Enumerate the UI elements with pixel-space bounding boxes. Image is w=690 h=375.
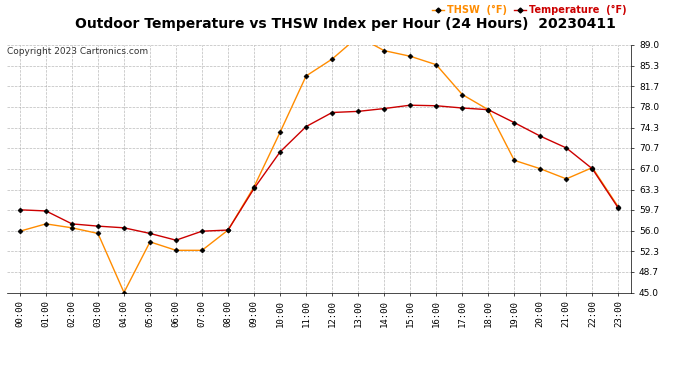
Temperature  (°F) (328, 110, 336, 115)
Temperature  (°F) (42, 209, 50, 213)
Temperature  (°F) (198, 229, 206, 233)
Line: Temperature  (°F): Temperature (°F) (18, 104, 620, 242)
THSW  (°F) (250, 184, 258, 189)
THSW  (°F) (562, 177, 571, 181)
THSW  (°F) (146, 240, 154, 244)
THSW  (°F) (484, 107, 493, 112)
THSW  (°F) (302, 74, 311, 78)
THSW  (°F) (224, 228, 233, 232)
Temperature  (°F) (458, 106, 466, 110)
Temperature  (°F) (536, 134, 544, 138)
Line: THSW  (°F): THSW (°F) (18, 35, 620, 294)
Temperature  (°F) (484, 107, 493, 112)
THSW  (°F) (42, 222, 50, 226)
Temperature  (°F) (172, 238, 180, 243)
THSW  (°F) (458, 92, 466, 97)
THSW  (°F) (588, 165, 596, 170)
THSW  (°F) (68, 226, 76, 230)
THSW  (°F) (432, 62, 440, 67)
THSW  (°F) (614, 205, 622, 209)
Temperature  (°F) (16, 208, 24, 212)
Temperature  (°F) (146, 231, 154, 236)
THSW  (°F) (120, 290, 128, 295)
Temperature  (°F) (510, 120, 518, 125)
Text: Outdoor Temperature vs THSW Index per Hour (24 Hours)  20230411: Outdoor Temperature vs THSW Index per Ho… (75, 17, 615, 31)
THSW  (°F) (536, 166, 544, 171)
Temperature  (°F) (562, 146, 571, 150)
THSW  (°F) (406, 54, 414, 58)
THSW  (°F) (198, 248, 206, 253)
THSW  (°F) (276, 130, 284, 135)
THSW  (°F) (172, 248, 180, 253)
Legend: THSW  (°F), Temperature  (°F): THSW (°F), Temperature (°F) (432, 5, 627, 15)
THSW  (°F) (328, 57, 336, 61)
Temperature  (°F) (380, 106, 388, 111)
Temperature  (°F) (94, 224, 102, 228)
Temperature  (°F) (406, 103, 414, 107)
Temperature  (°F) (302, 124, 311, 129)
Temperature  (°F) (68, 222, 76, 226)
Temperature  (°F) (614, 206, 622, 210)
Temperature  (°F) (354, 109, 362, 114)
THSW  (°F) (16, 229, 24, 233)
Temperature  (°F) (120, 226, 128, 230)
Temperature  (°F) (250, 186, 258, 190)
THSW  (°F) (94, 231, 102, 236)
THSW  (°F) (510, 158, 518, 163)
Text: Copyright 2023 Cartronics.com: Copyright 2023 Cartronics.com (7, 47, 148, 56)
Temperature  (°F) (432, 104, 440, 108)
Temperature  (°F) (276, 150, 284, 154)
THSW  (°F) (380, 48, 388, 53)
Temperature  (°F) (224, 228, 233, 232)
Temperature  (°F) (588, 166, 596, 171)
THSW  (°F) (354, 34, 362, 39)
